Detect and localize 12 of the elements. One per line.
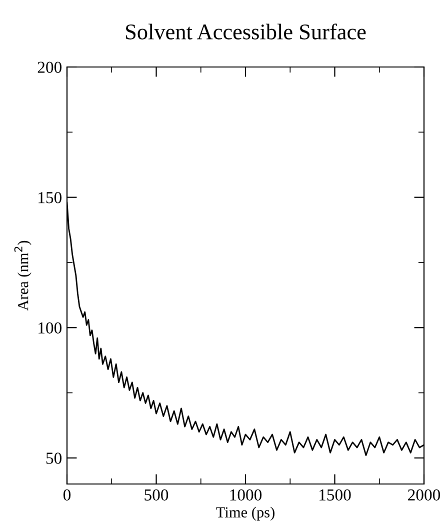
y-axis-title: Area (nm$^{2}$) — [14, 240, 32, 311]
x-tick-label: 1500 — [320, 489, 351, 501]
x-tick-label: 500 — [144, 489, 168, 501]
chart-title: Solvent Accessible Surface — [126, 24, 366, 40]
x-tick-label: 1000 — [230, 489, 262, 501]
x-axis-title: Time (ps) — [216, 506, 274, 521]
y-tick-label: 100 — [38, 322, 62, 334]
x-tick-label: 2000 — [408, 489, 440, 501]
y-tick-label: 200 — [38, 62, 62, 73]
y-tick-label: 50 — [46, 452, 62, 464]
y-tick-label: 150 — [38, 192, 62, 204]
x-tick-label: 0 — [63, 489, 71, 501]
